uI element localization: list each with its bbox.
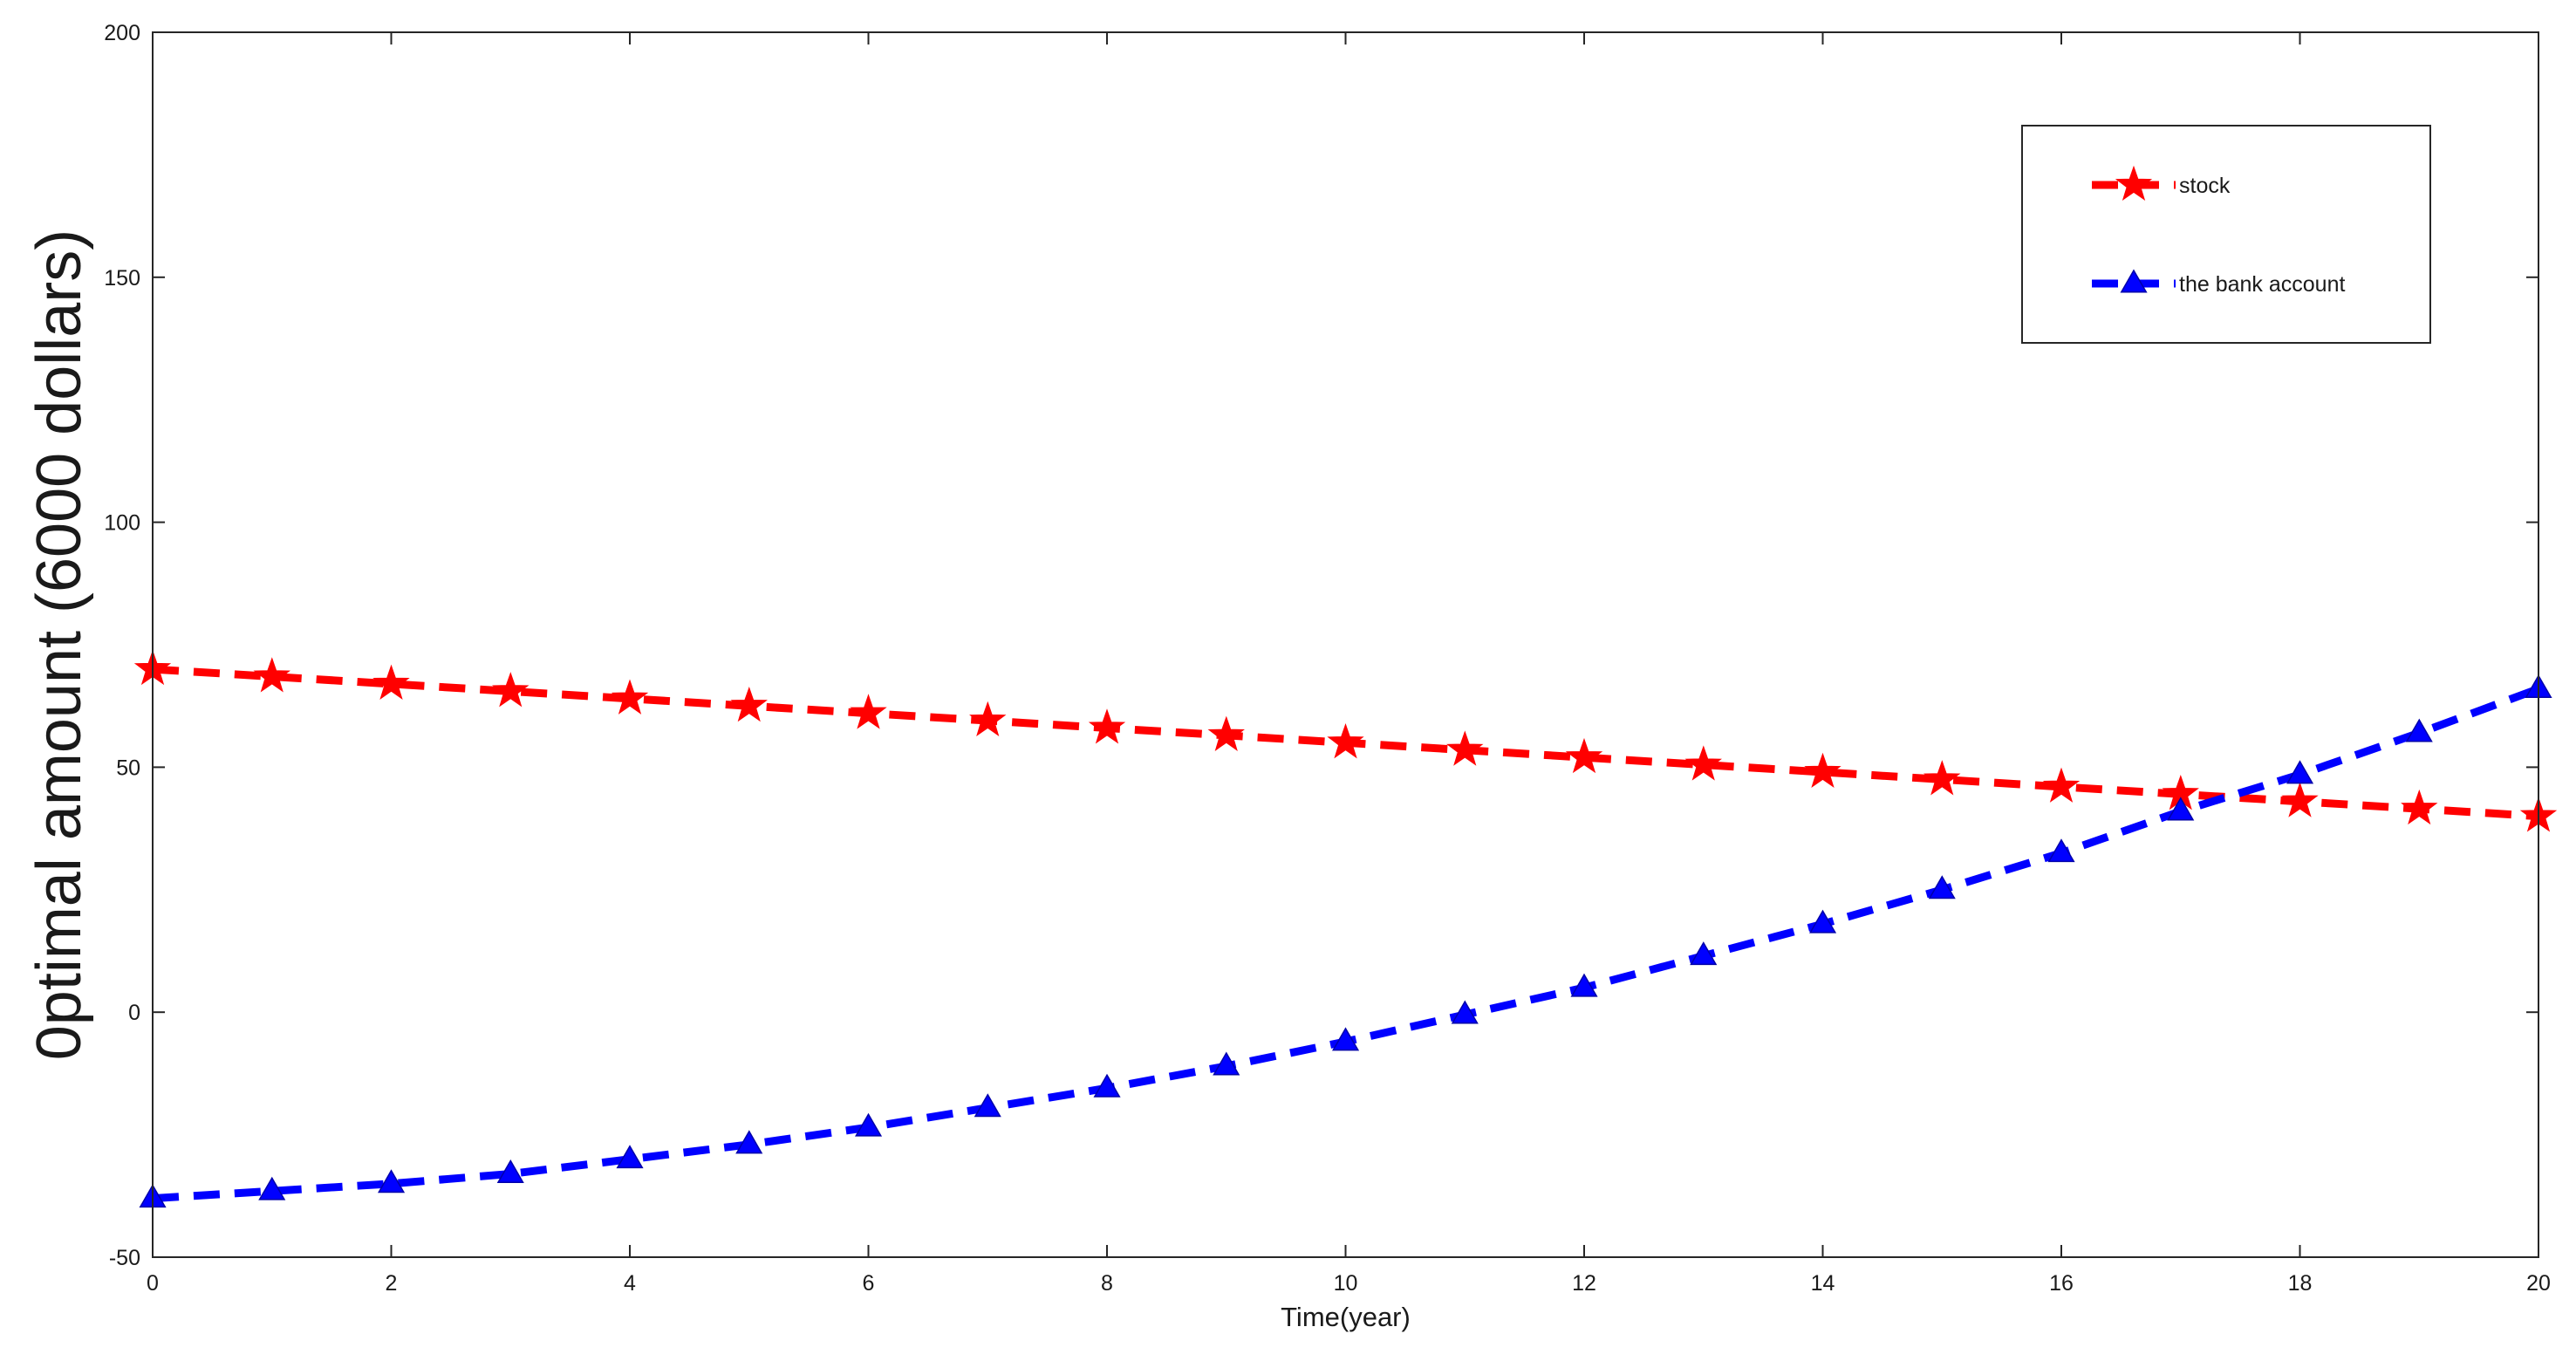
star-marker <box>2042 767 2081 803</box>
triangle-marker <box>1690 941 1718 966</box>
star-marker <box>372 664 410 700</box>
triangle-marker <box>1928 875 1956 899</box>
legend-label: the bank account <box>2179 272 2345 297</box>
triangle-marker <box>258 1176 286 1200</box>
triangle-marker <box>496 1159 524 1184</box>
y-tick-label: 100 <box>104 511 140 536</box>
triangle-marker <box>1570 973 1598 997</box>
triangle-marker <box>855 1112 883 1137</box>
star-marker <box>2401 789 2438 825</box>
y-tick-label: 200 <box>104 21 140 45</box>
y-tick-label: -50 <box>109 1246 140 1270</box>
star-marker <box>1207 715 1245 751</box>
star-marker <box>969 701 1007 737</box>
triangle-marker <box>378 1169 406 1193</box>
triangle-marker <box>2047 838 2075 863</box>
triangle-marker <box>2167 797 2195 821</box>
star-marker <box>253 657 290 693</box>
legend-star-marker <box>2115 165 2153 202</box>
star-marker <box>730 686 768 722</box>
triangle-marker <box>1213 1051 1240 1076</box>
triangle-marker <box>616 1145 644 1169</box>
legend: stock the bank account <box>2021 125 2431 344</box>
series-2 <box>139 674 2552 1208</box>
star-marker <box>2281 782 2319 817</box>
legend-triangle-marker <box>2120 269 2148 293</box>
triangle-marker <box>2405 718 2433 742</box>
star-marker <box>850 694 887 729</box>
legend-item: stock <box>2092 165 2231 202</box>
y-tick-label: 50 <box>116 756 140 780</box>
star-marker <box>1565 737 1603 774</box>
star-marker <box>1088 708 1126 744</box>
legend-box <box>2021 125 2431 344</box>
x-tick-label: 18 <box>2288 1271 2313 1296</box>
x-tick-label: 16 <box>2049 1271 2074 1296</box>
triangle-marker <box>974 1093 1001 1118</box>
y-axis-title: 0ptimal amount (6000 dollars) <box>24 229 94 1061</box>
ticks-layer: 0 2 4 6 8 10 12 14 16 18 20 -50 0 50 100 150 200 <box>104 21 2551 1296</box>
y-tick-label: 0 <box>128 1001 140 1025</box>
star-marker <box>611 679 649 715</box>
x-tick-label: 8 <box>1101 1271 1113 1296</box>
x-axis-title: Time(year) <box>1281 1302 1411 1332</box>
x-tick-label: 12 <box>1572 1271 1596 1296</box>
triangle-marker <box>2286 760 2314 784</box>
legend-label: stock <box>2179 174 2231 198</box>
x-tick-label: 10 <box>1334 1271 1358 1296</box>
triangle-marker <box>735 1130 763 1154</box>
legend-item: the bank account <box>2092 269 2345 297</box>
triangle-marker <box>1332 1027 1360 1051</box>
star-marker <box>1684 745 1722 781</box>
x-tick-label: 6 <box>863 1271 875 1296</box>
x-tick-label: 2 <box>386 1271 398 1296</box>
triangle-marker <box>1451 1000 1479 1024</box>
star-marker <box>1923 760 1961 796</box>
star-marker <box>1327 723 1364 759</box>
x-tick-label: 4 <box>624 1271 636 1296</box>
star-marker <box>492 672 530 708</box>
y-tick-label: 150 <box>104 266 140 291</box>
star-marker <box>1804 752 1841 789</box>
star-marker <box>1446 730 1484 766</box>
triangle-marker <box>1093 1073 1121 1098</box>
triangle-marker <box>1809 909 1837 934</box>
x-tick-label: 20 <box>2526 1271 2551 1296</box>
x-tick-label: 14 <box>1811 1271 1835 1296</box>
x-tick-label: 0 <box>147 1271 159 1296</box>
